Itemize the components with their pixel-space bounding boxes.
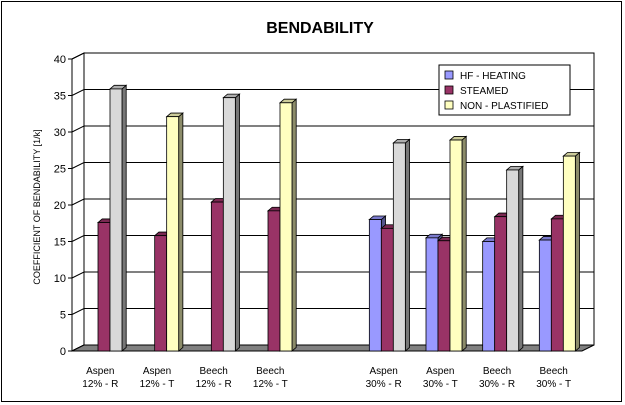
legend-swatch-non-plastified <box>444 100 454 110</box>
y-tick-label: 35 <box>54 91 66 103</box>
category-label-line1: Aspen <box>369 366 397 377</box>
category-label-line1: Aspen <box>86 366 114 377</box>
y-axis-label: COEFFICIENT OF BENDABILITY [1/k] <box>32 129 42 284</box>
legend-label-hf-heating: HF - HEATING <box>460 71 526 82</box>
bar-non-plastified-7 <box>505 165 524 352</box>
category-label-line2: 30% - R <box>366 379 402 390</box>
gridline <box>71 271 594 279</box>
bar-non-plastified-1 <box>165 112 184 352</box>
y-tick-label: 25 <box>54 164 66 176</box>
category-label-line2: 12% - R <box>196 379 232 390</box>
gridline <box>71 308 594 315</box>
legend-swatch-hf-heating <box>444 70 454 80</box>
chart-title: BENDABILITY <box>266 20 374 37</box>
legend: HF - HEATING STEAMED NON - PLASTIFIED <box>438 64 571 116</box>
y-tick-label: 0 <box>60 346 66 358</box>
gridline <box>71 235 594 242</box>
category-label-line2: 12% - R <box>82 379 118 390</box>
bars <box>96 84 581 352</box>
category-label-line2: 12% - T <box>140 379 175 390</box>
y-tick-label: 40 <box>54 54 66 66</box>
category-label-line1: Aspen <box>426 366 454 377</box>
category-label-line2: 12% - T <box>253 379 288 390</box>
category-label-line1: Beech <box>483 366 511 377</box>
category-label-line1: Beech <box>256 366 284 377</box>
bar-non-plastified-8 <box>562 151 581 352</box>
bar-non-plastified-5 <box>392 138 411 352</box>
category-label-line2: 30% - T <box>536 379 571 390</box>
y-tick-labels: 0 5 10 15 20 25 30 35 40 <box>54 54 66 358</box>
gridline <box>71 198 594 206</box>
legend-label-steamed: STEAMED <box>460 86 508 97</box>
gridline <box>71 162 594 169</box>
legend-swatch-steamed <box>444 85 454 95</box>
bar-non-plastified-0 <box>108 84 128 352</box>
gridline <box>71 125 594 133</box>
category-label-line2: 30% - R <box>479 379 515 390</box>
bar-non-plastified-6 <box>448 135 468 352</box>
y-tick-label: 15 <box>54 237 66 249</box>
category-label-line1: Beech <box>199 366 227 377</box>
gridline <box>71 52 594 60</box>
category-label-line1: Aspen <box>143 366 171 377</box>
gridline <box>71 89 594 96</box>
legend-box <box>438 64 571 116</box>
y-tick-label: 5 <box>60 310 66 322</box>
y-tick-label: 30 <box>54 127 66 139</box>
y-tick-label: 10 <box>54 273 66 285</box>
category-label-line1: Beech <box>539 366 567 377</box>
legend-label-non-plastified: NON - PLASTIFIED <box>460 101 548 112</box>
bar-non-plastified-3 <box>278 98 298 352</box>
category-labels: Aspen 12% - R Aspen 12% - T Beech 12% - R Beec… <box>82 366 571 390</box>
bar-non-plastified-2 <box>222 93 241 352</box>
category-label-line2: 30% - T <box>423 379 458 390</box>
y-tick-label: 20 <box>54 200 66 212</box>
